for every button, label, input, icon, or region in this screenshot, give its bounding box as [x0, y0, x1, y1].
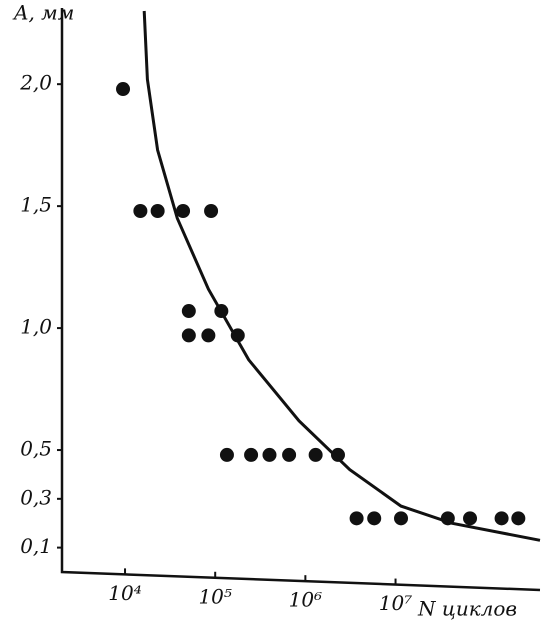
data-point: [463, 511, 478, 526]
x-axis-label: N циклов: [417, 597, 517, 621]
data-point: [176, 204, 191, 219]
y-tick-label: 0,1: [20, 534, 52, 558]
data-point: [219, 447, 234, 462]
y-tick-label: 1,0: [20, 315, 52, 339]
x-tick-label: 10⁵: [198, 584, 231, 608]
axes: [60, 8, 541, 592]
y-axis-label: A, мм: [12, 1, 74, 25]
y-tick-label: 0,5: [20, 437, 52, 461]
y-tick-label: 2,0: [19, 71, 52, 95]
data-point: [244, 447, 259, 462]
data-point: [262, 447, 277, 462]
data-point: [511, 511, 526, 526]
data-point: [367, 511, 382, 526]
data-point: [201, 328, 216, 343]
data-point: [282, 447, 297, 462]
data-point: [133, 204, 148, 219]
data-point: [394, 511, 409, 526]
data-point: [181, 328, 196, 343]
data-point: [349, 511, 364, 526]
y-tick-label: 1,5: [20, 193, 52, 217]
data-point: [150, 204, 165, 219]
data-point: [308, 447, 323, 462]
data-point: [181, 304, 196, 319]
data-point: [204, 204, 219, 219]
y-tick-label: 0,3: [20, 485, 52, 509]
fitted-curve: [142, 10, 541, 542]
data-point: [494, 511, 509, 526]
data-point: [116, 82, 131, 97]
x-tick-label: 10⁶: [289, 588, 322, 612]
x-tick-label: 10⁴: [108, 581, 141, 605]
x-tick-label: 10⁷: [379, 591, 412, 615]
data-point: [330, 447, 345, 462]
